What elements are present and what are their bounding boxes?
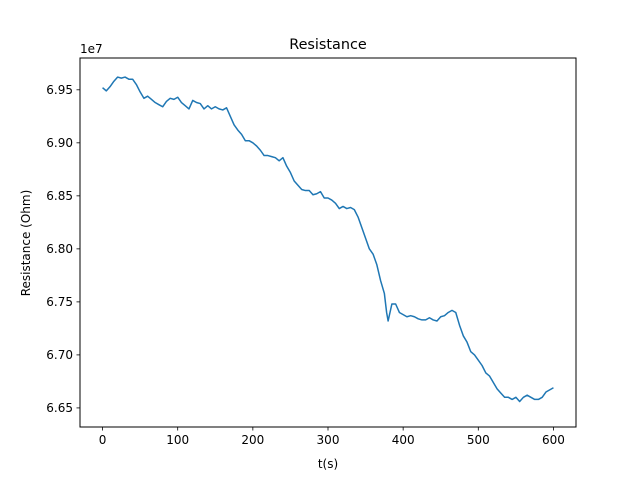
chart-title: Resistance [289,37,367,53]
y-tick-label: 6.70 [46,348,73,362]
x-tick-label: 600 [542,433,565,447]
x-tick-label: 0 [99,433,107,447]
y-tick-label: 6.65 [46,401,73,415]
x-tick-label: 500 [467,433,490,447]
x-axis-label: t(s) [318,457,338,471]
y-tick-label: 6.90 [46,136,73,150]
plot-frame [79,57,577,428]
y-tick-label: 6.80 [46,242,73,256]
x-tick-label: 400 [392,433,415,447]
x-tick-label: 100 [166,433,189,447]
y-tick-label: 6.95 [46,83,73,97]
y-axis-offset-label: 1e7 [80,42,103,56]
y-axis-label: Resistance (Ohm) [19,190,33,297]
x-axis-ticks: 0 100 200 300 400 500 600 [99,427,565,447]
plot-line-group [102,76,554,403]
y-tick-label: 6.75 [46,295,73,309]
y-tick-label: 6.85 [46,189,73,203]
x-tick-label: 300 [317,433,340,447]
x-tick-label: 200 [241,433,264,447]
y-axis-ticks: 6.65 6.70 6.75 6.80 6.85 6.90 6.95 [46,83,80,415]
series-line-0 [102,76,554,403]
